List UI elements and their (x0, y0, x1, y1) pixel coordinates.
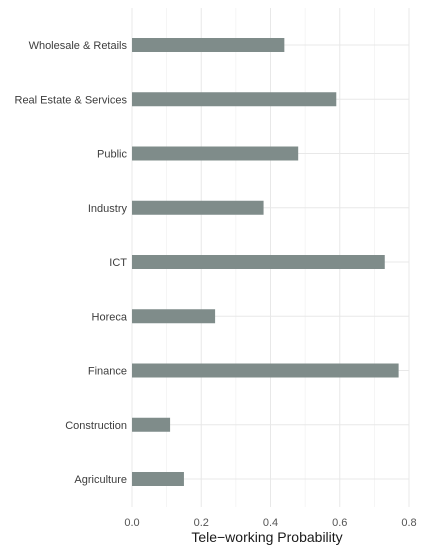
bars (132, 38, 399, 486)
bar-public (132, 146, 299, 161)
bar-ict (132, 255, 385, 269)
x-axis-title: Tele−working Probability (191, 529, 342, 545)
category-label: ICT (109, 257, 127, 269)
category-label: Industry (88, 203, 128, 215)
bar-construction (132, 417, 171, 432)
x-tick-labels: 0.0 0.2 0.4 0.6 0.8 (124, 517, 416, 529)
bar-wholesale-retails (132, 38, 285, 52)
category-label: Public (97, 149, 127, 161)
category-label: Agriculture (74, 474, 127, 486)
category-label: Wholesale & Retails (29, 40, 128, 52)
x-tick-label: 0.8 (401, 517, 416, 529)
bar-agriculture (132, 472, 184, 486)
category-labels: Wholesale & Retails Real Estate & Service… (15, 40, 128, 486)
bar-real-estate-services (132, 92, 337, 107)
category-label: Finance (88, 366, 127, 378)
category-label: Horeca (92, 311, 128, 323)
bar-industry (132, 200, 264, 215)
x-tick-label: 0.4 (263, 517, 278, 529)
x-tick-label: 0.6 (332, 517, 347, 529)
x-tick-label: 0.2 (194, 517, 209, 529)
bar-horeca (132, 309, 216, 324)
category-label: Real Estate & Services (15, 94, 128, 106)
category-label: Construction (65, 420, 127, 432)
x-tick-label: 0.0 (124, 517, 139, 529)
bar-finance (132, 363, 399, 378)
